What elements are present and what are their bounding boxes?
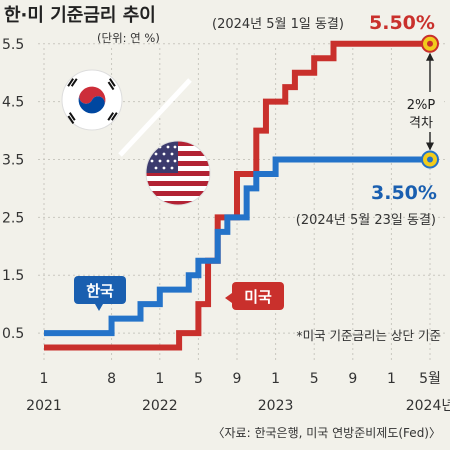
- y-axis-ticks: 0.5 1.5 2.5 3.5 4.5 5.5: [2, 37, 24, 342]
- x-year-label: 2022: [142, 398, 178, 414]
- korea-final-rate: 3.50%: [371, 182, 437, 204]
- y-tick-label: 5.5: [2, 37, 24, 53]
- gap-arrow-head-top: [426, 52, 434, 61]
- divider-slash: [118, 78, 192, 157]
- y-tick-label: 0.5: [2, 326, 24, 342]
- korea-final-date: (2024년 5월 23일 동결): [296, 213, 436, 228]
- x-tick-label: 5: [194, 371, 203, 387]
- gap-label-line2: 격차: [409, 116, 433, 131]
- x-tick-label: 1: [155, 371, 164, 387]
- us-final-date: (2024년 5월 1일 동결): [212, 17, 344, 32]
- y-tick-label: 4.5: [2, 95, 24, 111]
- us-final-rate: 5.50%: [369, 12, 435, 34]
- x-tick-label: 1: [40, 371, 49, 387]
- endpoint-marker-korea: [421, 150, 439, 169]
- endpoint-marker-us: [421, 34, 439, 53]
- korea-flag-icon: [61, 69, 123, 131]
- korea-badge-label: 한국: [86, 282, 114, 300]
- x-year-label: 2021: [26, 398, 62, 414]
- x-tick-label: 5월: [419, 371, 441, 387]
- series-line-us: [44, 40, 430, 351]
- x-year-label: 2023: [258, 398, 294, 414]
- y-tick-label: 2.5: [2, 210, 24, 226]
- x-tick-label: 1: [271, 371, 280, 387]
- gap-label-line1: 2%P: [407, 98, 436, 113]
- chart-title: 한·미 기준금리 추이: [4, 5, 156, 26]
- unit-note: (단위: 연 %): [97, 31, 160, 45]
- x-tick-label: 1: [387, 371, 396, 387]
- x-tick-label: 9: [348, 371, 357, 387]
- us-badge: 미국: [225, 282, 284, 310]
- x-tick-label: 5: [310, 371, 319, 387]
- y-tick-label: 3.5: [2, 153, 24, 169]
- korea-badge: 한국: [74, 276, 126, 311]
- series-line-korea: [44, 156, 430, 337]
- x-tick-label: 8: [107, 371, 116, 387]
- source-note: 〈자료: 한국은행, 미국 연방준비제도(Fed)〉: [213, 425, 441, 440]
- x-tick-label: 9: [233, 371, 242, 387]
- footnote: *미국 기준금리는 상단 기준: [296, 328, 441, 343]
- y-tick-label: 1.5: [2, 268, 24, 284]
- us-flag-icon: [145, 140, 211, 206]
- us-badge-label: 미국: [244, 288, 272, 306]
- gap-arrow-head-bottom: [426, 142, 434, 151]
- x-year-label: 2024년: [406, 398, 450, 414]
- gap-label-bg: [398, 92, 444, 132]
